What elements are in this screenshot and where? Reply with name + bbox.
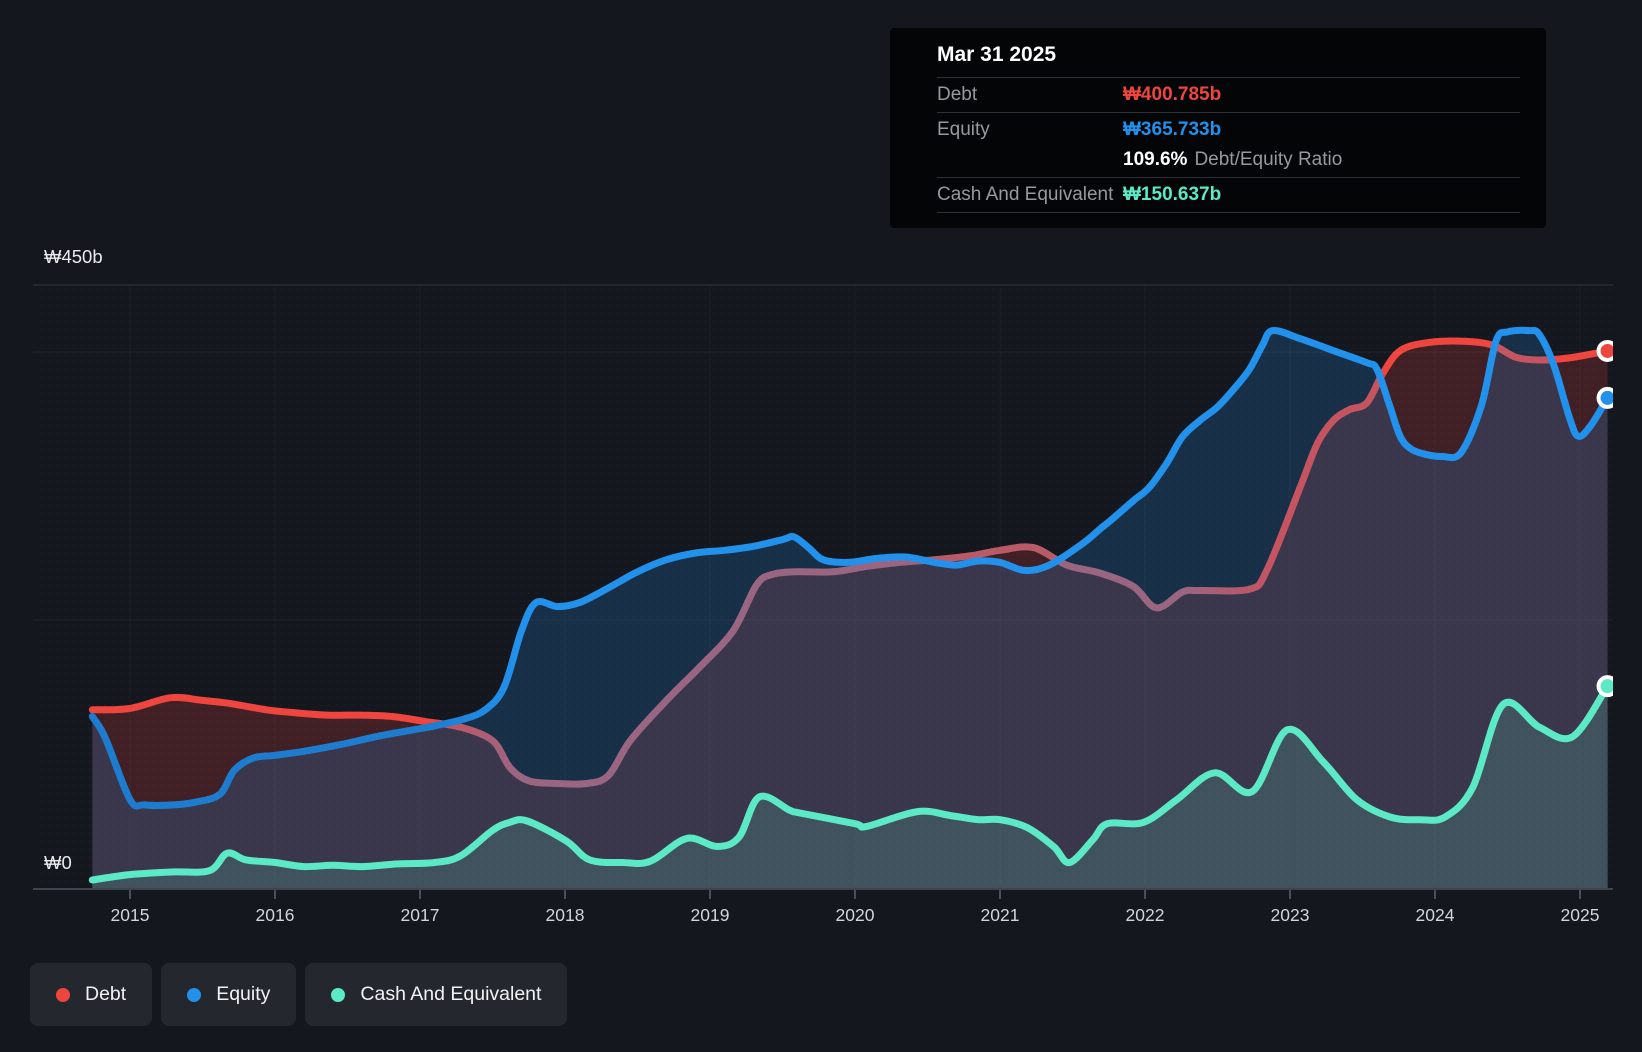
legend-item-debt[interactable]: Debt	[30, 963, 153, 1026]
x-axis-label-2018: 2018	[546, 905, 585, 925]
legend-label-debt: Debt	[85, 983, 127, 1005]
tooltip-equity-label: Equity	[937, 119, 990, 140]
x-axis-label-2024: 2024	[1416, 905, 1455, 925]
cash-endpoint-marker[interactable]	[1596, 675, 1617, 698]
tooltip-cash-label: Cash And Equivalent	[937, 184, 1114, 205]
legend-label-cash: Cash And Equivalent	[360, 983, 542, 1005]
chart-legend: Debt Equity Cash And Equivalent	[30, 963, 568, 1026]
fill-texture	[33, 285, 1613, 888]
y-axis-zero-label: ₩0	[44, 852, 72, 873]
x-axis-label-2019: 2019	[691, 905, 730, 925]
tooltip-equity-group: Equity ₩365.733b 109.6% Debt/Equity Ratio	[937, 113, 1520, 178]
tooltip-equity-value: ₩365.733b	[1123, 119, 1222, 140]
x-axis-label-2016: 2016	[256, 905, 295, 925]
tooltip-row-debt: Debt ₩400.785b	[937, 78, 1520, 113]
debt-endpoint-marker[interactable]	[1596, 339, 1617, 362]
legend-label-equity: Equity	[216, 983, 271, 1005]
tooltip-debt-value: ₩400.785b	[1123, 84, 1222, 105]
tooltip-debt-label: Debt	[937, 84, 978, 105]
x-axis-label-2015: 2015	[111, 905, 150, 925]
legend-item-equity[interactable]: Equity	[161, 963, 297, 1026]
tooltip-ratio-value: 109.6% Debt/Equity Ratio	[1123, 148, 1342, 172]
x-axis-label-2020: 2020	[836, 905, 875, 925]
tooltip-cash-value: ₩150.637b	[1123, 184, 1222, 205]
legend-item-cash[interactable]: Cash And Equivalent	[305, 963, 568, 1026]
ratio-caption: Debt/Equity Ratio	[1194, 149, 1343, 170]
tooltip-date: Mar 31 2025	[937, 28, 1520, 78]
x-axis-label-2021: 2021	[981, 905, 1020, 925]
x-axis-label-2022: 2022	[1126, 905, 1165, 925]
equity-endpoint-marker[interactable]	[1596, 386, 1617, 409]
chart-tooltip: Mar 31 2025 Debt ₩400.785b Equity ₩365.7…	[890, 28, 1546, 228]
cash-series-dot-icon	[331, 987, 346, 1002]
y-axis-max-label: ₩450b	[44, 246, 103, 267]
x-axis-label-2025: 2025	[1561, 905, 1600, 925]
tooltip-row-ratio: 109.6% Debt/Equity Ratio	[937, 145, 1520, 175]
ratio-percent: 109.6%	[1123, 149, 1188, 170]
equity-series-dot-icon	[187, 987, 202, 1002]
tooltip-row-cash: Cash And Equivalent ₩150.637b	[937, 178, 1520, 213]
chart-canvas	[33, 284, 1613, 889]
debt-series-dot-icon	[56, 987, 70, 1002]
x-axis-label-2017: 2017	[401, 905, 440, 925]
x-axis-label-2023: 2023	[1271, 905, 1310, 925]
tooltip-row-equity: Equity ₩365.733b	[937, 115, 1520, 145]
